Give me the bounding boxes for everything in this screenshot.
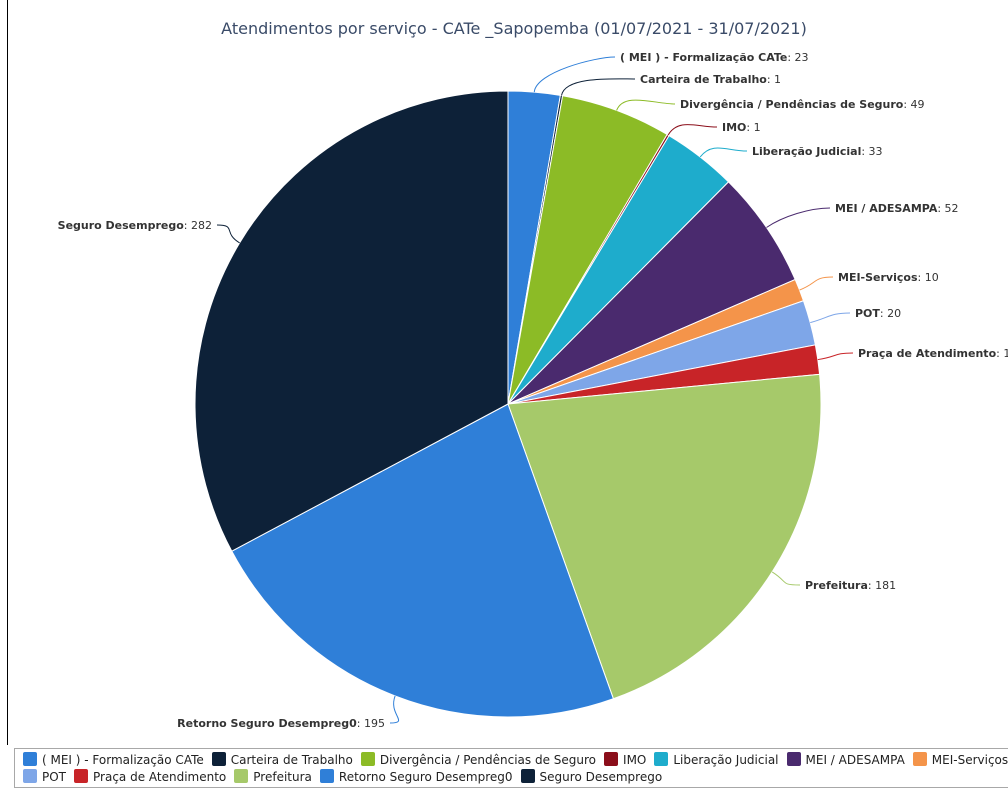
label-connector [817,352,854,361]
label-connector [616,99,676,111]
label-connector [766,207,831,228]
label-connector [699,147,748,158]
data-label-name: Praça de Atendimento [858,347,997,360]
legend-item-retorno-seguro-desempreg0[interactable]: Retorno Seguro Desempreg0 [319,769,513,786]
data-label-name: Seguro Desemprego [58,219,185,232]
legend-swatch [319,769,334,783]
data-label-value: : 1 [767,73,781,86]
legend-swatch [360,752,375,766]
legend-item-mei-adesampa[interactable]: MEI / ADESAMPA [786,752,905,769]
data-label-name: ( MEI ) - Formalização CATe [620,51,787,64]
label-connector [771,571,801,586]
label-connector [799,276,834,291]
legend-swatch [912,752,927,766]
pie-slice-retorno-seguro-desempreg0[interactable] [231,403,615,718]
data-label-name: Prefeitura [805,579,868,592]
legend-item-mei-formalizacao-cate[interactable]: ( MEI ) - Formalização CATe [23,752,204,769]
data-label-value: : 23 [787,51,808,64]
legend-label: Prefeitura [253,770,312,784]
data-label-name: MEI / ADESAMPA [835,202,938,215]
data-label-value: : 181 [868,579,896,592]
data-label-value: : 33 [861,145,882,158]
legend-item-mei-servicos[interactable]: MEI-Serviços [912,752,1008,769]
data-label: Prefeitura: 181 [805,579,896,592]
data-label-value: : 49 [903,98,924,111]
legend-label: MEI-Serviços [931,753,1008,767]
data-label-name: Retorno Seguro Desempreg0 [177,717,357,730]
left-border [7,0,8,745]
legend-label: Carteira de Trabalho [230,753,353,767]
legend-label: IMO [623,753,647,767]
label-connector [216,224,240,244]
legend-label: Retorno Seguro Desempreg0 [338,770,513,784]
label-connector [810,312,851,324]
legend-swatch [654,752,669,766]
legend-swatch [23,752,37,766]
data-label-value: : 52 [937,202,958,215]
label-connector [533,56,616,93]
chart-legend: ( MEI ) - Formalização CATe Carteira de T… [14,748,1008,788]
data-label-value: : 282 [184,219,212,232]
pie-slice-prefeitura[interactable] [507,373,822,700]
legend-item-prefeitura[interactable]: Prefeitura [234,769,312,786]
label-connector [560,78,636,96]
data-label: ( MEI ) - Formalização CATe: 23 [620,51,809,64]
data-label: Retorno Seguro Desempreg0: 195 [177,717,385,730]
data-label-name: POT [855,307,880,320]
legend-label: Liberação Judicial [673,753,779,767]
legend-item-divergencia-pendencias-de-seguro[interactable]: Divergência / Pendências de Seguro [360,752,597,769]
legend-swatch [786,752,801,766]
data-label-name: MEI-Serviços [838,271,918,284]
legend-swatch [74,769,89,783]
data-label-name: Liberação Judicial [752,145,861,158]
legend-item-seguro-desemprego[interactable]: Seguro Desemprego [520,769,663,786]
data-label-value: : 13 [996,347,1008,360]
legend-label: Seguro Desemprego [539,770,663,784]
data-label-name: Carteira de Trabalho [640,73,767,86]
legend-swatch [23,769,37,783]
pie-slice-mei-adesampa[interactable] [507,181,796,405]
pie-slice-seguro-desemprego[interactable] [194,90,509,552]
chart-title: Atendimentos por serviço - CATe _Sapopem… [221,19,807,39]
legend-item-praca-de-atendimento[interactable]: Praça de Atendimento [74,769,226,786]
legend-item-pot[interactable]: POT [23,769,66,786]
legend-swatch [234,769,249,783]
legend-label: Divergência / Pendências de Seguro [379,753,597,767]
data-label-value: : 20 [880,307,901,320]
legend-label: Praça de Atendimento [93,770,227,784]
data-label: Liberação Judicial: 33 [752,145,883,158]
data-label: POT: 20 [855,307,901,320]
data-label: Carteira de Trabalho: 1 [640,73,781,86]
data-label-name: Divergência / Pendências de Seguro [680,98,904,111]
legend-swatch [520,769,535,783]
legend-item-carteira-de-trabalho[interactable]: Carteira de Trabalho [211,752,353,769]
legend-item-imo[interactable]: IMO [604,752,646,769]
data-label: MEI / ADESAMPA: 52 [835,202,959,215]
label-connector [389,695,400,724]
legend-row: POT Praça de Atendimento Prefeitura Retorno… [23,769,1008,786]
label-connector [667,124,718,136]
legend-swatch [604,752,619,766]
legend-label: MEI / ADESAMPA [805,753,905,767]
data-label-value: : 1 [746,121,760,134]
legend-row: ( MEI ) - Formalização CATe Carteira de T… [23,752,1008,769]
legend-label: ( MEI ) - Formalização CATe [42,753,204,767]
data-label-value: : 10 [918,271,939,284]
legend-label: POT [42,770,67,784]
data-label: Divergência / Pendências de Seguro: 49 [680,98,925,111]
data-label: IMO: 1 [722,121,761,134]
data-label: Seguro Desemprego: 282 [58,219,212,232]
legend-swatch [211,752,226,766]
data-label-value: : 195 [357,717,385,730]
data-label-name: IMO [722,121,746,134]
pie-chart: Atendimentos por serviço - CATe _Sapopem… [58,19,1008,730]
legend-item-liberacao-judicial[interactable]: Liberação Judicial [654,752,779,769]
data-label: Praça de Atendimento: 13 [858,347,1008,360]
data-label: MEI-Serviços: 10 [838,271,939,284]
